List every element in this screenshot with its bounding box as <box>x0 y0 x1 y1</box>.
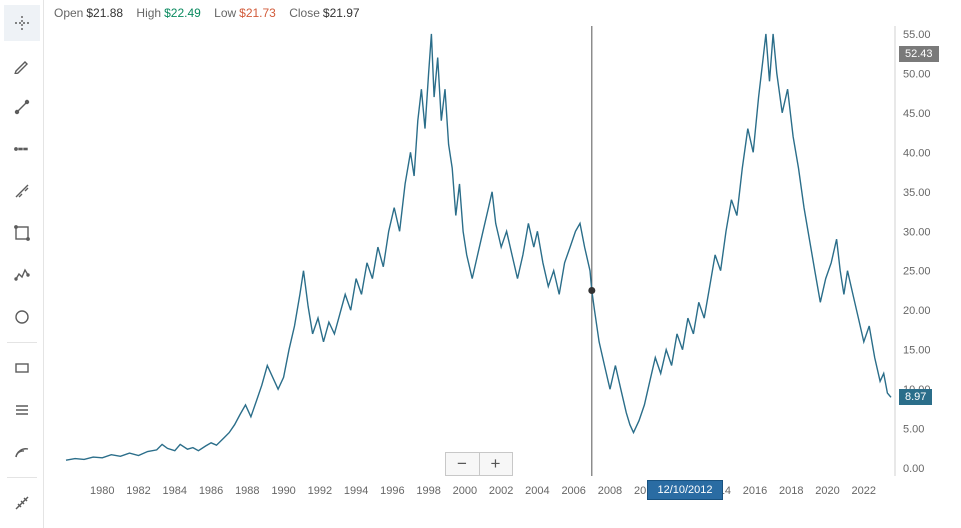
svg-text:5.00: 5.00 <box>903 424 924 436</box>
low-value: $21.73 <box>239 6 276 20</box>
close-value: $21.97 <box>323 6 360 20</box>
svg-text:30.00: 30.00 <box>903 226 931 238</box>
svg-text:2006: 2006 <box>561 485 585 497</box>
horizontal-line-icon[interactable] <box>4 131 40 167</box>
svg-text:50.00: 50.00 <box>903 68 931 80</box>
svg-text:25.00: 25.00 <box>903 266 931 278</box>
svg-text:1988: 1988 <box>235 485 259 497</box>
svg-text:45.00: 45.00 <box>903 108 931 120</box>
measure-icon[interactable] <box>4 485 40 521</box>
svg-text:35.00: 35.00 <box>903 187 931 199</box>
circle-icon[interactable] <box>4 299 40 335</box>
ohlc-readout: Open$21.88 High$22.49 Low$21.73 Close$21… <box>54 6 370 20</box>
low-label: Low <box>214 6 236 20</box>
crosshair-icon[interactable] <box>4 5 40 41</box>
price-badge-high: 52.43 <box>899 46 939 62</box>
svg-text:40.00: 40.00 <box>903 147 931 159</box>
chart-area: Open$21.88 High$22.49 Low$21.73 Close$21… <box>44 0 961 528</box>
open-label: Open <box>54 6 83 20</box>
svg-text:20.00: 20.00 <box>903 305 931 317</box>
svg-text:2022: 2022 <box>852 485 876 497</box>
open-value: $21.88 <box>86 6 123 20</box>
arc-icon[interactable] <box>4 434 40 470</box>
svg-text:1982: 1982 <box>126 485 150 497</box>
pencil-icon[interactable] <box>4 47 40 83</box>
svg-text:2020: 2020 <box>815 485 839 497</box>
svg-text:2008: 2008 <box>598 485 622 497</box>
svg-text:2000: 2000 <box>453 485 477 497</box>
fib-icon[interactable] <box>4 215 40 251</box>
price-badge-last: 8.97 <box>899 389 932 405</box>
high-value: $22.49 <box>164 6 201 20</box>
zoom-controls: − + <box>445 452 513 476</box>
pitchfork-icon[interactable] <box>4 173 40 209</box>
trendline-icon[interactable] <box>4 89 40 125</box>
close-label: Close <box>289 6 320 20</box>
svg-text:2016: 2016 <box>743 485 767 497</box>
pattern-icon[interactable] <box>4 257 40 293</box>
svg-text:0.00: 0.00 <box>903 463 924 475</box>
svg-text:15.00: 15.00 <box>903 345 931 357</box>
svg-text:1984: 1984 <box>163 485 187 497</box>
cursor-date-label: 12/10/2012 <box>647 480 722 500</box>
svg-text:1994: 1994 <box>344 485 368 497</box>
zoom-out-button[interactable]: − <box>446 453 479 475</box>
zoom-in-button[interactable]: + <box>479 453 512 475</box>
drawing-toolbar <box>0 0 44 528</box>
svg-text:1998: 1998 <box>416 485 440 497</box>
svg-text:1996: 1996 <box>380 485 404 497</box>
rect-icon[interactable] <box>4 350 40 386</box>
svg-text:1986: 1986 <box>199 485 223 497</box>
list-icon[interactable] <box>4 392 40 428</box>
svg-text:1992: 1992 <box>308 485 332 497</box>
price-chart[interactable]: 0.005.0010.0015.0020.0025.0030.0035.0040… <box>44 26 951 506</box>
svg-text:1980: 1980 <box>90 485 114 497</box>
svg-text:1990: 1990 <box>271 485 295 497</box>
svg-text:2002: 2002 <box>489 485 513 497</box>
high-label: High <box>136 6 161 20</box>
svg-text:2004: 2004 <box>525 485 549 497</box>
svg-text:2018: 2018 <box>779 485 803 497</box>
svg-text:55.00: 55.00 <box>903 29 931 41</box>
